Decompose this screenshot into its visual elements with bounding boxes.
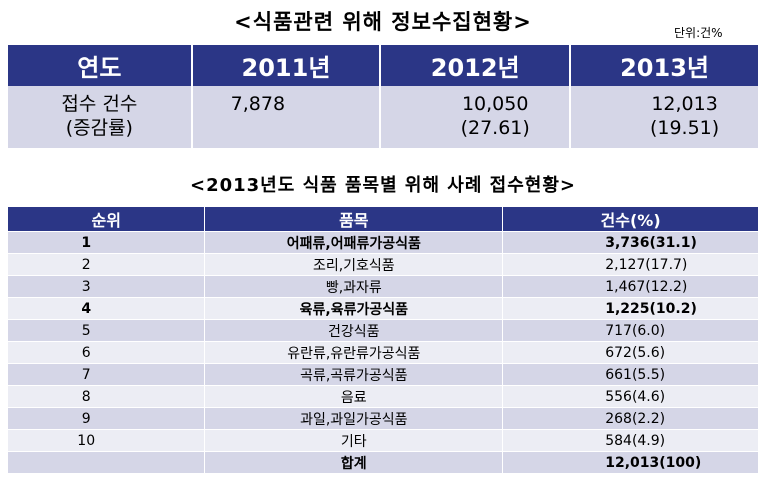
value-2011: 7,878 xyxy=(230,93,286,115)
count-cell: 584(4.9) xyxy=(502,429,758,452)
total-row: 합계 12,013(100) xyxy=(8,451,758,473)
header-2013: 2013년 xyxy=(570,45,758,86)
rate-2012: (27.61) xyxy=(460,117,530,139)
header-2012: 2012년 xyxy=(380,45,572,86)
header-count: 건수(%) xyxy=(502,207,758,232)
count-cell: 1,225(10.2) xyxy=(502,297,758,320)
rank-cell: 10 xyxy=(8,429,206,452)
table-row: 5 건강식품 717(6.0) xyxy=(8,319,758,342)
table-row: 3 빵,과자류 1,467(12.2) xyxy=(8,275,758,298)
rank-cell: 9 xyxy=(8,407,206,430)
page-title: <식품관련 위해 정보수집현황> xyxy=(234,10,532,34)
value-2013: 12,013 xyxy=(651,93,718,115)
total-count: 12,013(100) xyxy=(502,451,758,473)
item-cell: 음료 xyxy=(204,385,504,408)
table-row: 7 곡류,곡류가공식품 661(5.5) xyxy=(8,363,758,386)
section-title: <2013년도 식품 품목별 위해 사례 접수현황> xyxy=(190,175,576,196)
total-rank xyxy=(8,451,206,473)
count-cell: 672(5.6) xyxy=(502,341,758,364)
header-item: 품목 xyxy=(204,207,504,232)
unit-label: 단위:건% xyxy=(674,26,723,40)
item-cell: 기타 xyxy=(204,429,504,452)
rank-cell: 7 xyxy=(8,363,206,386)
item-cell: 어패류,어패류가공식품 xyxy=(204,231,504,254)
table-header-row: 순위 품목 건수(%) xyxy=(8,207,758,232)
item-cell: 건강식품 xyxy=(204,319,504,342)
item-ranking-table: 순위 품목 건수(%) 1 어패류,어패류가공식품 3,736(31.1) 2 조리,기… xyxy=(8,207,758,473)
cell-2013: 12,013 (19.51) xyxy=(570,86,758,148)
rank-cell: 3 xyxy=(8,275,206,298)
table-row: 9 과일,과일가공식품 268(2.2) xyxy=(8,407,758,430)
item-cell: 조리,기호식품 xyxy=(204,253,504,276)
table-row: 2 조리,기호식품 2,127(17.7) xyxy=(8,253,758,276)
header-2011: 2011년 xyxy=(191,45,382,86)
collection-status-table: 연도 2011년 2012년 2013년 접수 건수 (증감률) 7,878 1… xyxy=(8,45,758,148)
rank-cell: 5 xyxy=(8,319,206,342)
row-label-line1: 접수 건수 xyxy=(61,93,138,115)
count-cell: 2,127(17.7) xyxy=(502,253,758,276)
row-label: 접수 건수 (증감률) xyxy=(8,86,193,148)
rank-cell: 4 xyxy=(8,297,206,320)
table-body: 1 어패류,어패류가공식품 3,736(31.1) 2 조리,기호식품 2,127(17.… xyxy=(8,231,758,452)
header-year: 연도 xyxy=(8,45,193,86)
item-cell: 육류,육류가공식품 xyxy=(204,297,504,320)
item-cell: 빵,과자류 xyxy=(204,275,504,298)
rank-cell: 2 xyxy=(8,253,206,276)
table-row: 접수 건수 (증감률) 7,878 10,050 (27.61) 12,013 … xyxy=(8,86,758,148)
rank-cell: 1 xyxy=(8,231,206,254)
count-cell: 1,467(12.2) xyxy=(502,275,758,298)
rank-cell: 8 xyxy=(8,385,206,408)
rank-cell: 6 xyxy=(8,341,206,364)
count-cell: 717(6.0) xyxy=(502,319,758,342)
cell-2012: 10,050 (27.61) xyxy=(380,86,572,148)
table-row: 4 육류,육류가공식품 1,225(10.2) xyxy=(8,297,758,320)
count-cell: 3,736(31.1) xyxy=(502,231,758,254)
table-row: 6 유란류,유란류가공식품 672(5.6) xyxy=(8,341,758,364)
cell-2011: 7,878 xyxy=(191,86,382,148)
table-header-row: 연도 2011년 2012년 2013년 xyxy=(8,45,758,86)
table-row: 8 음료 556(4.6) xyxy=(8,385,758,408)
item-cell: 유란류,유란류가공식품 xyxy=(204,341,504,364)
value-2012: 10,050 xyxy=(461,93,529,115)
total-label: 합계 xyxy=(204,451,504,473)
count-cell: 556(4.6) xyxy=(502,385,758,408)
rate-2013: (19.51) xyxy=(649,117,720,139)
item-cell: 곡류,곡류가공식품 xyxy=(204,363,504,386)
row-label-line2: (증감률) xyxy=(65,117,133,139)
header-rank: 순위 xyxy=(8,207,206,232)
table-row: 10 기타 584(4.9) xyxy=(8,429,758,452)
count-cell: 661(5.5) xyxy=(502,363,758,386)
item-cell: 과일,과일가공식품 xyxy=(204,407,504,430)
count-cell: 268(2.2) xyxy=(502,407,758,430)
table-row: 1 어패류,어패류가공식품 3,736(31.1) xyxy=(8,231,758,254)
